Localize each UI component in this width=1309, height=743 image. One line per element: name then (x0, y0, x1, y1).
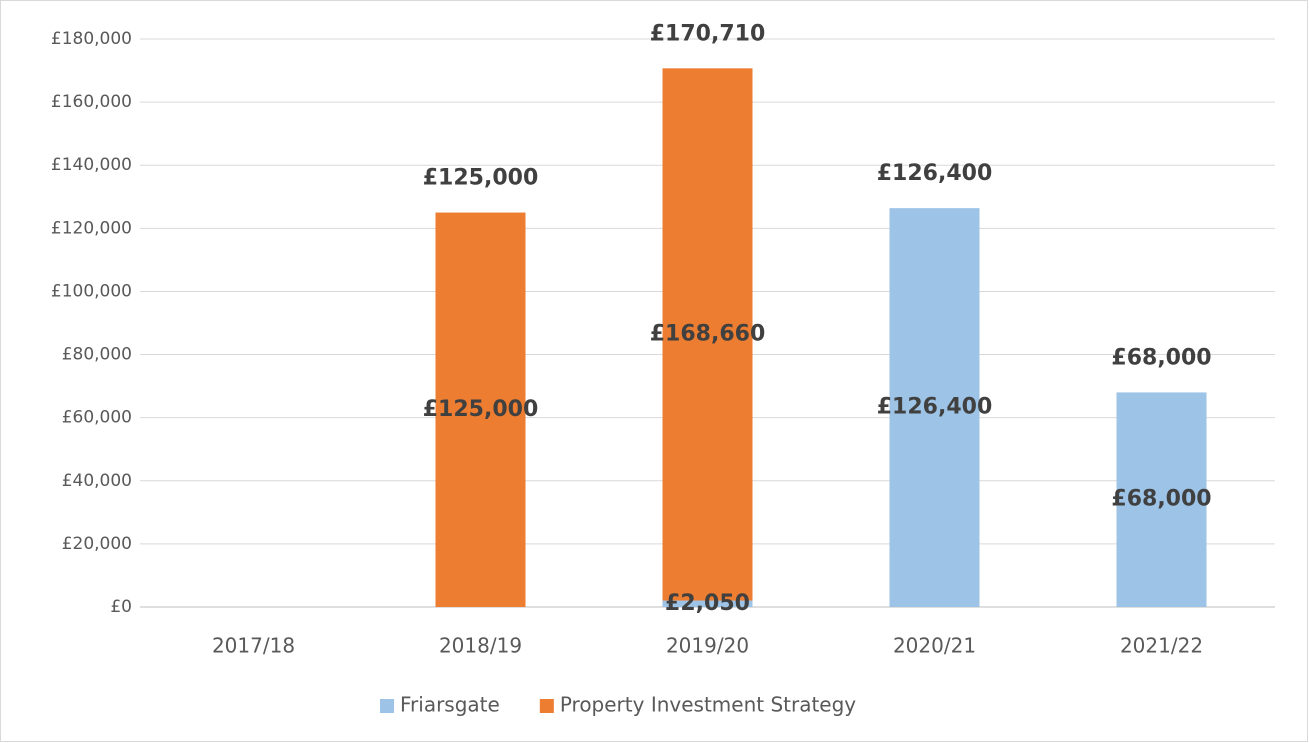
x-tick-label: 2018/19 (439, 634, 522, 658)
y-tick-label: £100,000 (51, 281, 132, 301)
legend-swatch (380, 699, 394, 713)
total-label: £126,400 (877, 161, 993, 186)
y-tick-label: £0 (110, 597, 132, 617)
data-label: £168,660 (650, 321, 766, 346)
x-tick-label: 2020/21 (893, 634, 976, 658)
data-label: £68,000 (1111, 487, 1211, 512)
legend-swatch (539, 699, 554, 713)
legend-label: Property Investment Strategy (560, 693, 856, 717)
data-label: £2,050 (665, 591, 750, 616)
total-label: £68,000 (1111, 345, 1211, 370)
total-label: £170,710 (650, 21, 766, 46)
y-tick-label: £80,000 (62, 345, 132, 365)
y-tick-label: £40,000 (62, 471, 132, 491)
y-tick-label: £140,000 (51, 155, 132, 175)
bar-segment (662, 600, 753, 607)
x-tick-label: 2019/20 (666, 634, 749, 658)
bar-segment (435, 212, 526, 608)
bar-segment (662, 68, 753, 601)
data-label: £126,400 (877, 395, 993, 420)
y-tick-label: £120,000 (51, 218, 132, 238)
bar-segment (1116, 392, 1207, 607)
x-tick-label: 2021/22 (1120, 634, 1203, 658)
total-label: £125,000 (423, 166, 539, 191)
y-tick-label: £60,000 (62, 408, 132, 428)
y-tick-label: £160,000 (51, 92, 132, 112)
bar-segment (889, 208, 980, 608)
x-tick-label: 2017/18 (212, 634, 295, 658)
data-label: £125,000 (423, 397, 539, 422)
y-tick-label: £20,000 (62, 534, 132, 554)
legend-label: Friarsgate (400, 693, 500, 717)
y-tick-label: £180,000 (51, 29, 132, 49)
